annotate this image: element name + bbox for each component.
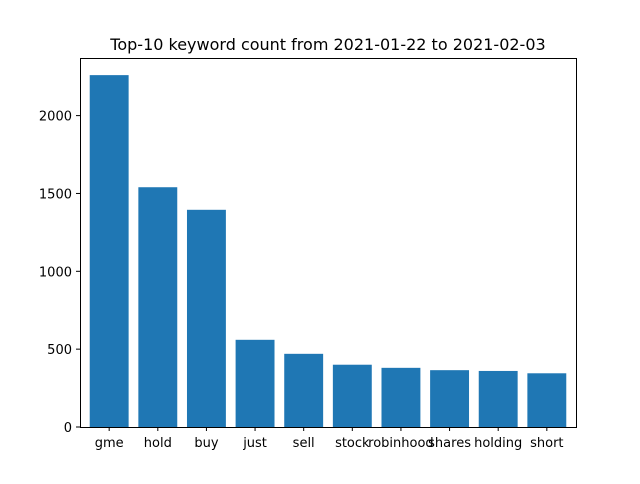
x-tick-label: short bbox=[530, 436, 563, 451]
bar-short bbox=[527, 373, 567, 427]
x-tick-label: just bbox=[242, 436, 267, 451]
bar-gme bbox=[89, 75, 129, 427]
x-tick-label: sell bbox=[293, 436, 315, 451]
bar-stock bbox=[332, 364, 372, 427]
y-axis: 0 500 1000 1500 2000 bbox=[39, 110, 80, 436]
x-tick-label: shares bbox=[428, 436, 471, 451]
chart-title: Top-10 keyword count from 2021-01-22 to … bbox=[109, 35, 545, 54]
x-tick-label: buy bbox=[194, 436, 218, 451]
plot-frame bbox=[80, 58, 577, 428]
x-tick-label: gme bbox=[95, 436, 124, 451]
y-tick-label: 1500 bbox=[39, 187, 72, 202]
x-tick-label: stock bbox=[335, 436, 370, 451]
y-tick-label: 0 bbox=[64, 421, 72, 436]
x-tick-label: holding bbox=[474, 436, 522, 451]
y-tick-label: 500 bbox=[47, 343, 72, 358]
bar-buy bbox=[186, 209, 226, 427]
bar-just bbox=[235, 339, 275, 427]
bar-robinhood bbox=[381, 367, 421, 427]
bar-holding bbox=[478, 370, 518, 427]
x-tick-label: hold bbox=[144, 436, 172, 451]
y-tick-label: 2000 bbox=[39, 110, 72, 125]
bar-shares bbox=[430, 370, 470, 427]
y-tick-label: 1000 bbox=[39, 265, 72, 280]
x-tick-label: robinhood bbox=[368, 436, 434, 451]
bar-hold bbox=[138, 187, 178, 427]
bars-group bbox=[89, 75, 567, 427]
bar-sell bbox=[284, 353, 324, 427]
